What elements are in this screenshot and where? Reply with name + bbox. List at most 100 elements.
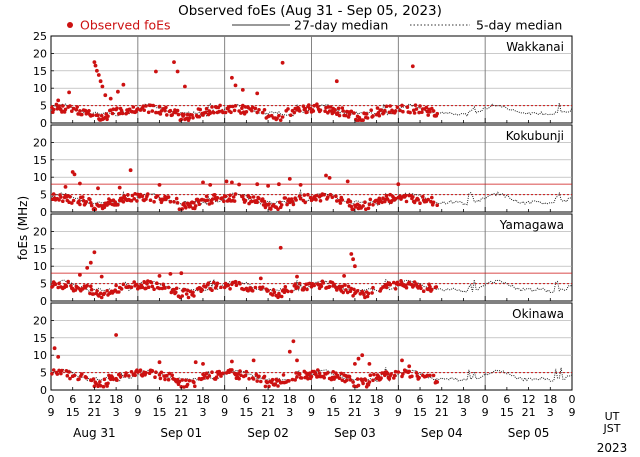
observed-point: [157, 286, 162, 291]
observed-point: [421, 289, 426, 294]
ut-tick-label: 18: [370, 393, 384, 406]
observed-point: [211, 197, 215, 201]
observed-point: [294, 371, 298, 375]
observed-point: [122, 194, 127, 198]
observed-point: [65, 373, 70, 378]
observed-point: [297, 109, 302, 113]
observed-point: [92, 384, 97, 389]
observed-point: [392, 373, 397, 378]
observed-point: [59, 371, 63, 376]
jst-tick-label: 21: [87, 406, 101, 419]
observed-point: [326, 371, 330, 375]
ut-tick-label: 0: [569, 393, 576, 406]
observed-point: [210, 201, 214, 205]
observed-point: [78, 273, 82, 277]
observed-point: [71, 198, 76, 203]
observed-point: [349, 204, 354, 209]
observed-point: [306, 376, 310, 381]
observed-point: [287, 349, 292, 354]
observed-point: [144, 371, 148, 375]
observed-point: [293, 378, 298, 382]
observed-point: [96, 73, 101, 77]
observed-point: [147, 371, 152, 376]
observed-point: [222, 199, 226, 204]
observed-point: [278, 245, 283, 250]
observed-point: [411, 108, 416, 113]
observed-point: [431, 109, 436, 113]
observed-point: [337, 113, 342, 118]
observed-point: [255, 379, 259, 383]
observed-point: [351, 380, 355, 384]
observed-point: [154, 110, 158, 115]
observed-point: [239, 373, 243, 378]
observed-point: [418, 104, 422, 108]
observed-point: [269, 207, 273, 211]
observed-point: [212, 280, 216, 285]
station-panel-wakkanai: 0 5 10 15 20 25 Wakkanai: [33, 30, 573, 130]
observed-point: [426, 287, 431, 292]
observed-point: [324, 173, 328, 178]
observed-point: [259, 379, 263, 384]
observed-point: [364, 378, 368, 383]
observed-point: [140, 285, 145, 290]
observed-point: [221, 110, 225, 115]
observed-point: [328, 105, 333, 109]
observed-point: [280, 60, 285, 65]
observed-point: [228, 287, 232, 291]
observed-point: [183, 287, 187, 292]
observed-point: [168, 108, 173, 113]
observed-point: [230, 180, 234, 185]
observed-point: [283, 285, 288, 289]
jst-label: JST: [603, 422, 621, 435]
observed-point: [367, 202, 372, 207]
observed-point: [356, 383, 361, 388]
observed-point: [146, 279, 150, 283]
observed-point: [393, 196, 398, 201]
observed-point: [204, 194, 209, 199]
station-name-wakkanai: Wakkanai: [506, 40, 564, 54]
observed-point: [395, 105, 400, 110]
observed-point: [366, 206, 371, 211]
observed-point: [51, 368, 56, 372]
observed-point: [426, 113, 431, 117]
observed-point: [362, 293, 366, 297]
observed-point: [146, 110, 151, 115]
observed-point: [337, 376, 342, 381]
observed-point: [283, 196, 288, 200]
observed-point: [342, 274, 346, 278]
observed-point: [244, 369, 249, 374]
observed-point: [129, 285, 134, 290]
observed-point: [170, 373, 174, 378]
observed-point: [98, 384, 103, 388]
observed-point: [100, 84, 105, 89]
observed-point: [375, 106, 380, 110]
observed-point: [121, 200, 126, 204]
observed-point: [63, 185, 68, 189]
jst-tick-label: 9: [569, 406, 576, 419]
observed-point: [198, 107, 202, 112]
observed-point: [77, 199, 81, 203]
ut-tick-label: 12: [174, 393, 188, 406]
observed-point: [140, 194, 145, 198]
ut-tick-label: 18: [283, 393, 297, 406]
observed-point: [155, 281, 159, 286]
observed-point: [172, 60, 176, 64]
observed-point: [182, 385, 186, 389]
observed-point: [168, 272, 173, 276]
observed-point: [188, 289, 193, 294]
observed-point: [336, 106, 341, 111]
observed-point: [117, 185, 122, 190]
observed-point: [243, 373, 248, 378]
day-label: Sep 04: [421, 426, 463, 440]
observed-point: [323, 109, 327, 113]
observed-point: [157, 274, 162, 278]
observed-point: [288, 200, 292, 204]
y-axis-label: foEs (MHz): [16, 196, 30, 260]
observed-point: [163, 194, 167, 199]
observed-point: [215, 281, 220, 286]
observed-point: [192, 294, 196, 298]
observed-point: [260, 197, 265, 201]
observed-point: [314, 197, 318, 202]
jst-tick-label: 15: [239, 406, 253, 419]
